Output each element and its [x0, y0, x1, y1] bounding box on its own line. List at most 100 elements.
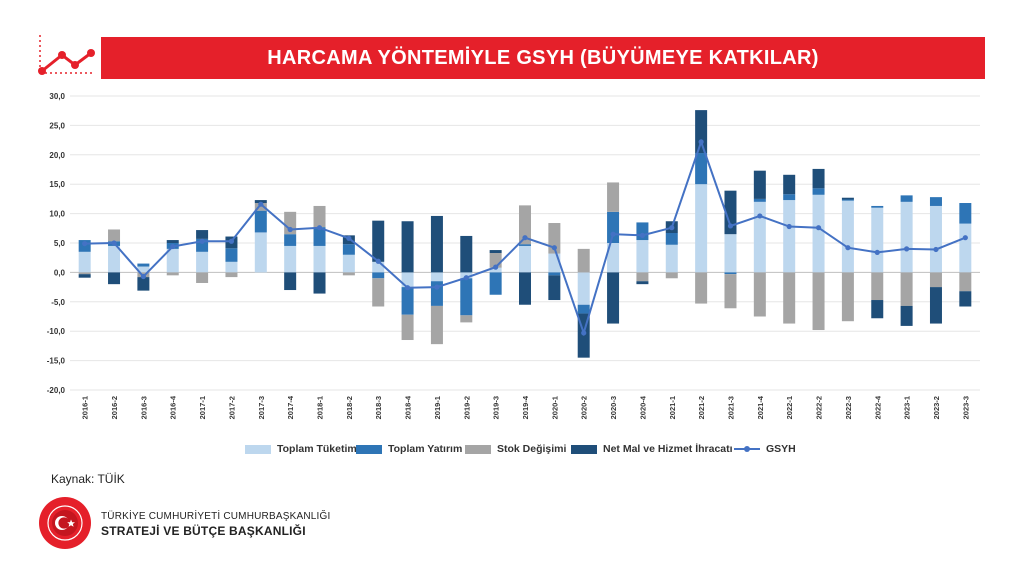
x-tick-label: 2019-3 — [492, 396, 501, 419]
gsyh-point — [962, 235, 968, 241]
bar-stok — [166, 272, 179, 276]
gsyh-point — [316, 225, 323, 231]
x-tick-label: 2019-1 — [433, 396, 442, 419]
gsyh-point — [199, 238, 205, 244]
gsyh-point — [463, 275, 469, 281]
gsyh-point — [140, 273, 146, 280]
bar-tuketim — [841, 200, 854, 273]
x-tick-label: 2020-2 — [580, 396, 589, 419]
bar-tuketim — [78, 251, 91, 273]
gsyh-point — [727, 223, 734, 229]
bar-yatirim — [342, 244, 355, 255]
bar-ihracat — [401, 221, 414, 273]
gsyh-point — [82, 240, 88, 247]
bar-stok — [372, 278, 385, 307]
gsyh-point — [170, 243, 176, 250]
x-tick-label: 2020-3 — [609, 396, 618, 419]
bar-stok — [900, 272, 913, 306]
bar-tuketim — [607, 243, 620, 273]
bar-stok — [254, 203, 267, 211]
x-tick-label: 2022-2 — [815, 396, 824, 419]
bar-stok — [783, 272, 796, 324]
legend-swatch-gsyh — [734, 446, 760, 452]
gsyh-point — [698, 139, 704, 145]
y-tick-label: 25,0 — [49, 121, 65, 130]
bar-ihracat — [372, 220, 385, 262]
bar-ihracat — [166, 240, 179, 243]
source-note: Kaynak: TÜİK — [51, 472, 125, 486]
gsyh-point — [933, 246, 939, 253]
bar-tuketim — [430, 272, 443, 282]
bar-yatirim — [519, 244, 531, 246]
bar-ihracat — [430, 215, 443, 273]
bar-yatirim — [313, 227, 326, 246]
bar-stok — [929, 272, 942, 288]
bar-stok — [108, 229, 121, 242]
bar-ihracat — [78, 274, 91, 278]
bar-tuketim — [900, 201, 913, 273]
legend-label-gsyh: GSYH — [766, 443, 796, 455]
x-tick-label: 2016-4 — [169, 395, 178, 419]
bar-ihracat — [313, 272, 326, 294]
bar-yatirim — [548, 272, 561, 276]
y-tick-label: 20,0 — [49, 151, 65, 160]
bar-tuketim — [783, 200, 796, 273]
gsyh-point — [111, 240, 117, 246]
bar-stok — [430, 305, 443, 345]
bar-ihracat — [548, 275, 561, 301]
bar-stok — [871, 272, 884, 301]
bar-ihracat — [841, 197, 854, 200]
bar-stok — [313, 205, 326, 228]
bar-ihracat — [783, 174, 796, 195]
legend-label-ihracat: Net Mal ve Hizmet İhracatı — [603, 443, 733, 455]
bar-yatirim — [284, 234, 297, 246]
gsyh-point — [375, 258, 381, 264]
legend-item-gsyh: GSYH — [734, 443, 796, 455]
bar-tuketim — [812, 194, 825, 273]
bar-yatirim — [225, 248, 238, 262]
bar-ihracat — [636, 281, 649, 285]
bar-stok — [401, 314, 414, 341]
x-tick-label: 2018-1 — [316, 396, 325, 419]
x-tick-label: 2016-2 — [110, 396, 119, 419]
bar-ihracat — [196, 230, 209, 239]
bar-tuketim — [137, 266, 150, 273]
bar-stok — [460, 315, 473, 323]
bar-yatirim — [959, 203, 972, 224]
bar-tuketim — [959, 223, 972, 273]
legend-item-stok: Stok Değişimi — [465, 443, 566, 455]
y-tick-label: -20,0 — [47, 386, 66, 395]
bar-tuketim — [284, 245, 297, 273]
bar-tuketim — [108, 245, 121, 273]
bar-ihracat — [929, 287, 942, 324]
x-tick-label: 2022-1 — [785, 396, 794, 419]
bar-stok — [841, 272, 854, 322]
gsyh-point — [522, 235, 528, 241]
bar-yatirim — [137, 263, 150, 267]
x-tick-label: 2023-3 — [961, 396, 970, 419]
gsyh-point — [404, 285, 411, 291]
gsyh-point — [581, 330, 587, 336]
bar-ihracat — [519, 272, 531, 305]
x-tick-label: 2021-3 — [726, 396, 735, 419]
x-tick-label: 2021-1 — [668, 396, 677, 419]
bar-ihracat — [254, 200, 267, 204]
bar-stok — [607, 182, 620, 212]
bar-yatirim — [724, 272, 737, 275]
bar-ihracat — [900, 305, 913, 326]
bar-stok — [78, 272, 91, 275]
bar-tuketim — [489, 267, 502, 273]
bar-yatirim — [695, 153, 708, 185]
x-tick-label: 2022-3 — [844, 396, 853, 419]
bar-yatirim — [460, 278, 473, 316]
bar-tuketim — [313, 245, 326, 273]
gsyh-point — [493, 264, 499, 270]
gsyh-point — [874, 249, 880, 256]
legend-label-tuketim: Toplam Tüketim — [277, 443, 357, 455]
bar-yatirim — [812, 188, 825, 195]
org-name-line2: STRATEJİ VE BÜTÇE BAŞKANLIĞI — [101, 524, 306, 538]
bar-tuketim — [372, 261, 385, 273]
x-tick-label: 2016-1 — [81, 396, 90, 419]
x-tick-label: 2016-3 — [139, 396, 148, 419]
gsyh-point — [639, 232, 646, 238]
